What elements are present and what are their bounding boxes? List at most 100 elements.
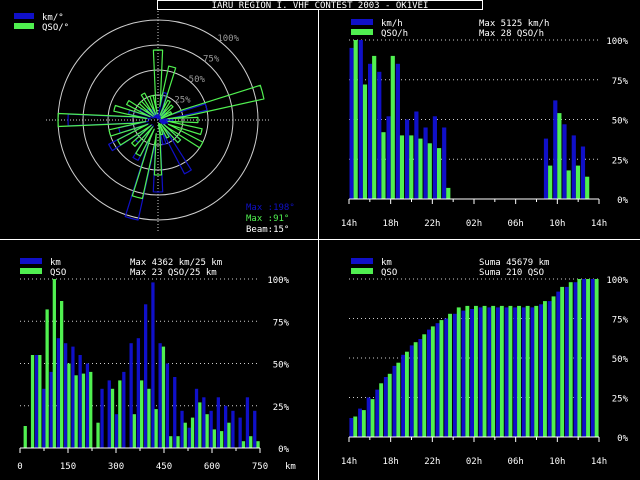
- bar-km: [530, 307, 535, 437]
- bar-QSO: [361, 410, 366, 437]
- x-tick-label: 18h: [383, 219, 399, 229]
- bar-kmh: [405, 119, 410, 199]
- bar-QSO: [594, 279, 599, 437]
- bar-km: [180, 410, 184, 448]
- bar-QSO: [241, 441, 246, 448]
- bar-km: [107, 380, 111, 448]
- bar-QSO: [439, 320, 444, 437]
- bar-km: [187, 427, 191, 448]
- bar-kmh: [377, 71, 382, 199]
- bar-kmh: [395, 63, 400, 199]
- legend-label-km: km/°: [42, 13, 64, 23]
- window-title: IARU REGION I. VHF CONTEST 2003 - OK1VEI: [157, 0, 483, 11]
- bar-km: [590, 279, 595, 437]
- bar-kmh: [386, 116, 391, 199]
- legend-swatch-QSO/h: [351, 29, 373, 35]
- x-tick-label: 450: [156, 462, 172, 472]
- bar-kmh: [368, 63, 373, 199]
- bar-QSO: [413, 342, 418, 437]
- legend-label-qso: QSO/°: [42, 23, 69, 33]
- bar-QSOh: [381, 132, 386, 199]
- bar-QSOh: [390, 55, 395, 200]
- bar-QSO: [508, 305, 513, 437]
- legend-label-QSO/h: QSO/h: [381, 29, 408, 39]
- x-tick-label: 06h: [508, 457, 524, 467]
- x-tick-label: 02h: [466, 457, 482, 467]
- max-label-km: Max 5125 km/h: [479, 19, 549, 29]
- legend-swatch-QSO: [20, 268, 42, 274]
- x-tick-label: 14h: [591, 457, 607, 467]
- bar-QSO: [212, 429, 216, 448]
- bar-QSO: [52, 279, 56, 448]
- bar-km: [231, 410, 235, 448]
- bar-QSO: [74, 375, 78, 448]
- bar-QSOh: [446, 187, 451, 199]
- y-tick-label: 100%: [606, 37, 628, 47]
- bar-kmh: [432, 116, 437, 199]
- bar-km: [513, 307, 518, 437]
- x-tick-label: 10h: [549, 457, 565, 467]
- max-label-qso: Max 28 QSO/h: [479, 29, 544, 39]
- bar-km: [358, 408, 362, 437]
- bar-QSOh: [585, 176, 590, 199]
- bar-km: [427, 329, 431, 437]
- legend-swatch-qso: [14, 23, 34, 29]
- bar-km: [224, 405, 228, 449]
- bar-km: [202, 397, 206, 448]
- x-tick-label: 14h: [341, 219, 357, 229]
- y-tick-label: 75%: [612, 77, 629, 87]
- bar-QSO: [474, 305, 478, 437]
- x-tick-label: 14h: [591, 219, 607, 229]
- bar-QSO: [38, 355, 42, 448]
- polar-beam-label: Beam:15°: [246, 225, 289, 235]
- bar-km: [85, 363, 90, 448]
- bar-QSO: [568, 282, 573, 437]
- y-tick-label: 100%: [606, 276, 628, 286]
- bar-QSO: [448, 313, 452, 437]
- y-tick-label: 50%: [612, 355, 629, 365]
- bar-QSO: [45, 309, 49, 448]
- y-tick-label: 75%: [273, 318, 290, 328]
- x-tick-label: 300: [108, 462, 124, 472]
- legend-label-km: km: [381, 258, 392, 268]
- bar-QSOh: [575, 165, 581, 199]
- bar-km: [401, 354, 406, 437]
- legend-swatch-km: [351, 258, 373, 264]
- bar-QSO: [491, 305, 496, 437]
- bar-km: [521, 307, 526, 437]
- bar-QSO: [249, 436, 253, 448]
- x-tick-label: 22h: [424, 219, 440, 229]
- bar-QSO: [430, 326, 435, 437]
- x-tick-label: 22h: [424, 457, 440, 467]
- bar-QSO: [525, 305, 530, 437]
- bar-QSOh: [362, 84, 368, 199]
- bar-QSOh: [566, 170, 571, 199]
- bar-km: [114, 414, 119, 448]
- bar-kmh: [580, 146, 586, 199]
- bar-km: [71, 346, 75, 448]
- y-tick-label: 25%: [273, 403, 290, 413]
- bar-QSOh: [437, 148, 442, 199]
- bar-km: [122, 371, 126, 448]
- bar-km: [100, 388, 104, 448]
- bar-QSO: [353, 416, 358, 437]
- polar-chart: km/°QSO/° 100% 75% 50% 25% Max :198°Max :91°B…: [14, 10, 295, 235]
- bar-km: [375, 389, 380, 437]
- legend-label-km: km: [50, 258, 61, 268]
- bar-QSO: [499, 305, 504, 437]
- polar-ring-label: 25%: [174, 96, 191, 106]
- bar-QSO: [147, 388, 151, 448]
- bar-QSO: [183, 422, 187, 449]
- bar-QSO: [534, 305, 539, 437]
- bar-QSO: [379, 383, 384, 437]
- bar-km: [487, 307, 492, 437]
- bar-km: [144, 304, 148, 448]
- bar-QSO: [543, 301, 547, 437]
- bar-QSO: [482, 305, 487, 437]
- bar-QSO: [118, 380, 122, 448]
- bar-kmh: [543, 138, 549, 199]
- bar-km: [49, 371, 53, 448]
- bar-QSO: [176, 436, 180, 448]
- legend-swatch-QSO: [351, 268, 373, 274]
